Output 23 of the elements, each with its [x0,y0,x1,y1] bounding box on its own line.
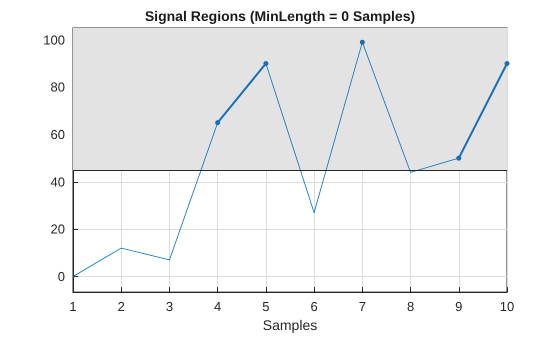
point [456,156,462,161]
x-tick-label: 1 [69,299,77,314]
y-tick-label: 100 [43,32,65,48]
y-tick-label: 20 [50,222,65,237]
x-tick-label: 2 [118,299,125,314]
x-tick-label: 7 [358,299,366,314]
point [360,40,365,45]
point [504,61,510,66]
x-tick-label: 6 [310,299,318,314]
point [263,61,268,66]
x-tick-label: 4 [214,299,222,314]
y-tick-label: 0 [58,268,65,284]
y-tick-label: 80 [50,80,65,95]
x-tick-label: 8 [406,299,414,314]
y-tick-label: 60 [50,126,65,142]
point [215,120,220,126]
x-tick-label: 10 [500,299,514,314]
chart-title: Signal Regions (MinLength = 0 Samples) [144,8,416,24]
y-tick-label: 40 [50,174,65,190]
x-tick-label: 9 [455,299,462,314]
x-tick-label: 3 [166,299,174,314]
x-tick-label: 5 [262,299,270,314]
x-axis-title: Samples [262,317,318,333]
